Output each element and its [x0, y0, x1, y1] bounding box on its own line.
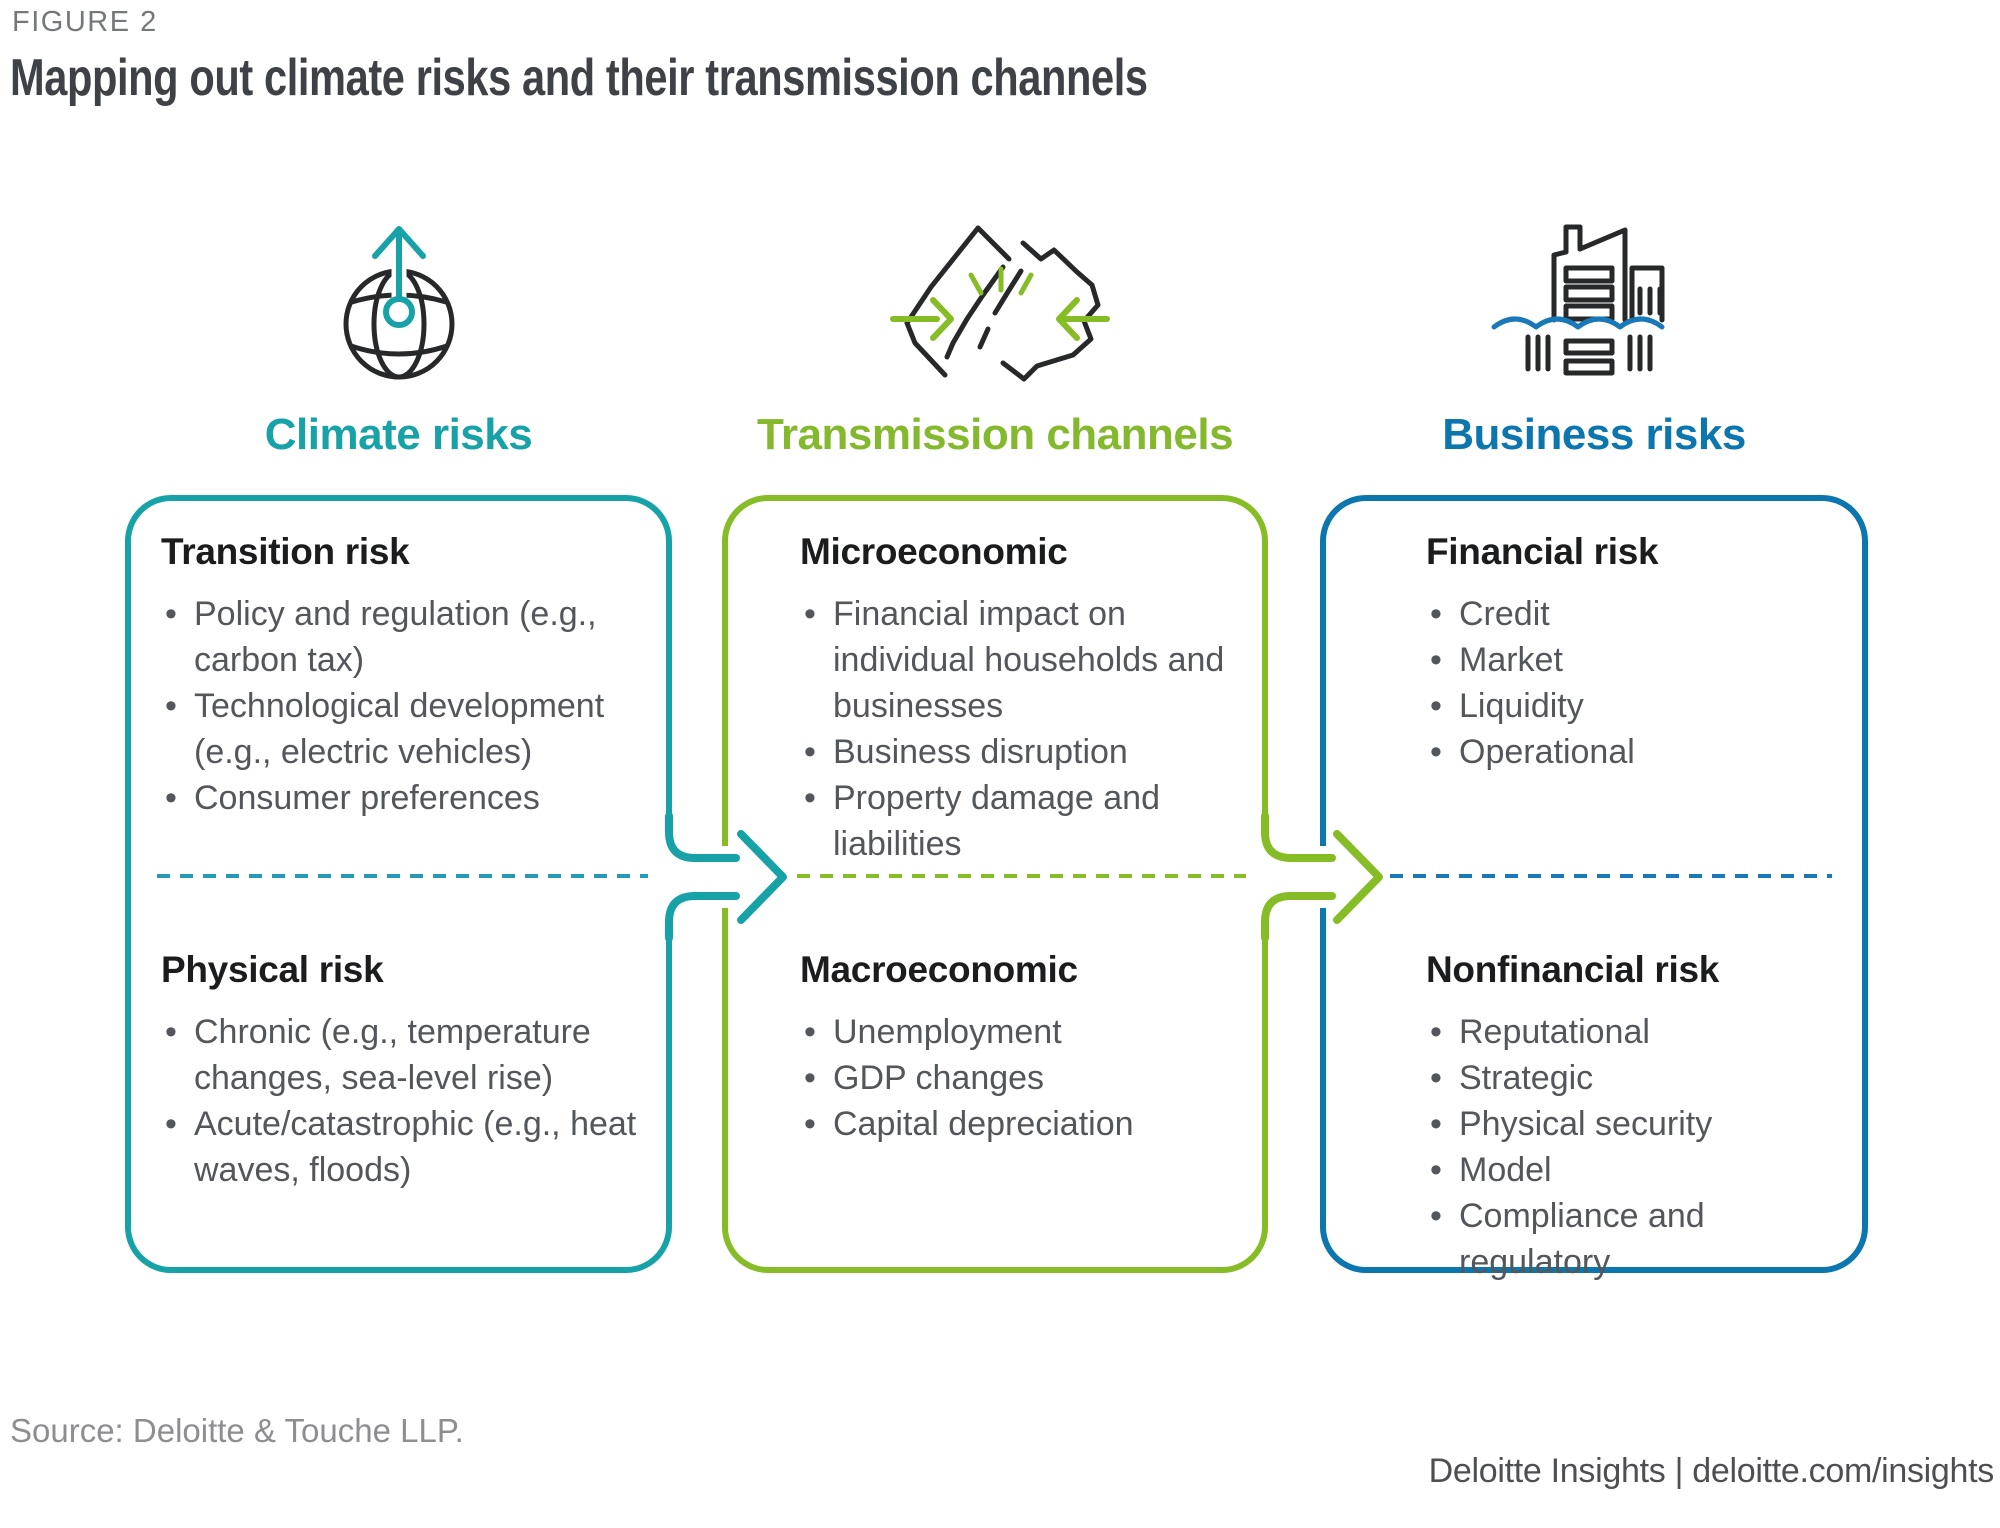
bullet-item: Reputational: [1426, 1009, 1830, 1055]
column-header-climate-risks: Climate risks: [264, 410, 533, 459]
bullet-item: Policy and regulation (e.g., carbon tax): [161, 591, 652, 683]
bullet-item: Physical security: [1426, 1101, 1830, 1147]
section-heading: Nonfinancial risk: [1426, 949, 1720, 990]
bullet-item: Acute/catastrophic (e.g., heat waves, fl…: [161, 1101, 652, 1193]
globe-up-arrow-icon: [343, 226, 455, 380]
dashed-divider: [797, 874, 1246, 878]
bullet-item: Technological development (e.g., electri…: [161, 683, 652, 775]
bullet-item: Consumer preferences: [161, 775, 652, 821]
deloitte-insights-branding: Deloitte Insights | deloitte.com/insight…: [1428, 1452, 1995, 1490]
bullet-list: Financial impact on individual household…: [800, 591, 1248, 867]
bullet-item: GDP changes: [800, 1055, 1248, 1101]
nonfinancial-risk-section: Nonfinancial risk ReputationalStrategicP…: [1426, 949, 1830, 1285]
financial-risk-section: Financial risk CreditMarketLiquidityOper…: [1426, 531, 1830, 775]
dashed-divider: [157, 874, 648, 878]
macroeconomic-section: Macroeconomic UnemploymentGDP changesCap…: [800, 949, 1248, 1147]
column-header-transmission-channels: Transmission channels: [756, 410, 1234, 459]
microeconomic-section: Microeconomic Financial impact on indivi…: [800, 531, 1248, 867]
transition-risk-section: Transition risk Policy and regulation (e…: [161, 531, 652, 821]
column-header-business-risks: Business risks: [1442, 410, 1746, 459]
bullet-list: UnemploymentGDP changesCapital depreciat…: [800, 1009, 1248, 1147]
figure-title: Mapping out climate risks and their tran…: [10, 49, 1148, 107]
transmission-channels-box: Microeconomic Financial impact on indivi…: [722, 495, 1268, 1273]
bullet-list: CreditMarketLiquidityOperational: [1426, 591, 1830, 775]
bullet-item: Property damage and liabilities: [800, 775, 1248, 867]
bullet-item: Capital depreciation: [800, 1101, 1248, 1147]
figure-label: FIGURE 2: [12, 6, 158, 38]
bullet-item: Operational: [1426, 729, 1830, 775]
business-risks-box: Financial risk CreditMarketLiquidityOper…: [1320, 495, 1868, 1281]
bullet-item: Market: [1426, 637, 1830, 683]
source-note: Source: Deloitte & Touche LLP.: [10, 1412, 464, 1449]
section-heading: Financial risk: [1426, 531, 1659, 572]
bullet-list: ReputationalStrategicPhysical securityMo…: [1426, 1009, 1830, 1285]
bullet-item: Strategic: [1426, 1055, 1830, 1101]
section-heading: Macroeconomic: [800, 949, 1078, 990]
bullet-list: Policy and regulation (e.g., carbon tax)…: [161, 591, 652, 821]
bullet-list: Chronic (e.g., temperature changes, sea-…: [161, 1009, 652, 1193]
section-heading: Transition risk: [161, 531, 410, 572]
bullet-item: Financial impact on individual household…: [800, 591, 1248, 729]
section-heading: Microeconomic: [800, 531, 1068, 572]
bullet-item: Business disruption: [800, 729, 1248, 775]
flooded-building-icon: [1491, 224, 1665, 376]
climate-risks-box: Transition risk Policy and regulation (e…: [125, 495, 672, 1273]
bullet-item: Model: [1426, 1147, 1830, 1193]
physical-risk-section: Physical risk Chronic (e.g., temperature…: [161, 949, 652, 1193]
bullet-item: Credit: [1426, 591, 1830, 637]
bullet-item: Unemployment: [800, 1009, 1248, 1055]
dashed-divider: [1390, 874, 1832, 878]
cracked-ground-converging-arrows-icon: [890, 225, 1110, 382]
bullet-item: Compliance and regulatory: [1426, 1193, 1830, 1285]
bullet-item: Chronic (e.g., temperature changes, sea-…: [161, 1009, 652, 1101]
bullet-item: Liquidity: [1426, 683, 1830, 729]
section-heading: Physical risk: [161, 949, 384, 990]
